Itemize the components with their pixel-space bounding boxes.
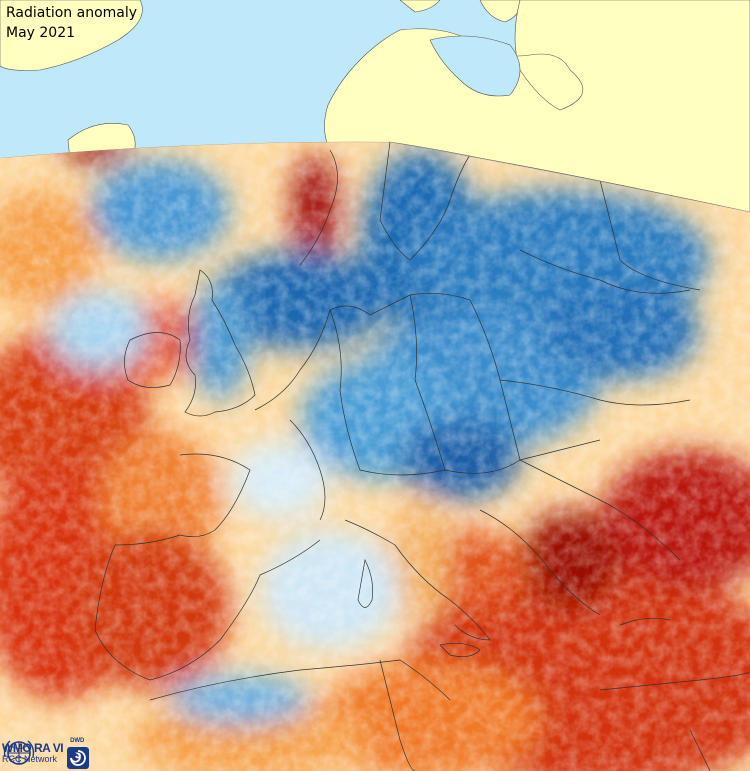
country-borders: [94, 141, 750, 771]
land-outside-domain: [0, 0, 750, 213]
dwd-swirl-icon: [67, 747, 90, 769]
dwd-label: DWD: [70, 738, 85, 744]
org-network: RCC Network: [2, 754, 58, 764]
map-title-block: Radiation anomaly May 2021: [6, 3, 137, 43]
map-title: Radiation anomaly: [6, 5, 138, 21]
wmo-emblem-icon: [3, 740, 35, 765]
dwd-logo: DWD: [66, 737, 90, 771]
map-period: May 2021: [6, 25, 76, 41]
logo-block: WMO RA VI RCC Network DWD: [2, 737, 90, 771]
